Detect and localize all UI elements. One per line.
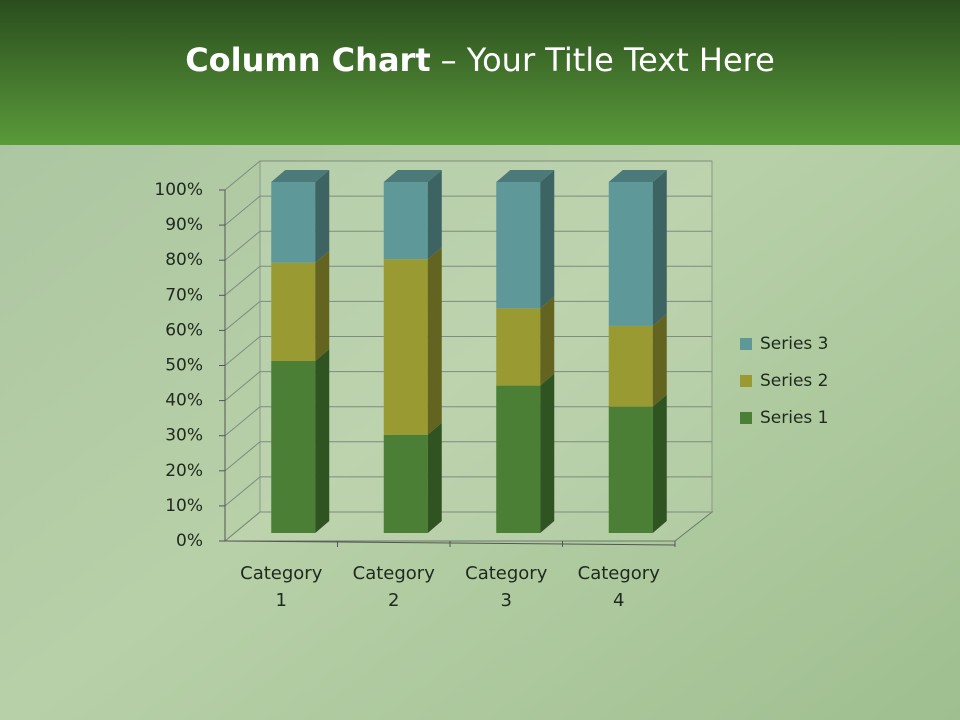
title-rest: – Your Title Text Here <box>441 41 775 79</box>
y-tick-label: 60% <box>165 320 203 340</box>
grid-line <box>224 406 712 437</box>
bar-side <box>315 250 330 362</box>
y-tick-label: 20% <box>165 461 203 481</box>
bar-side <box>427 170 442 260</box>
bar-stack <box>271 170 330 533</box>
x-tick-label: Category <box>465 563 548 584</box>
y-tick-label: 0% <box>176 531 203 551</box>
bar-segment <box>271 361 316 533</box>
bar-side <box>540 296 555 386</box>
bar-side <box>540 170 555 309</box>
title-bold: Column Chart <box>185 41 430 79</box>
bar-top <box>383 170 442 182</box>
x-tick-label: Category <box>578 563 661 584</box>
grid-line <box>224 441 712 472</box>
legend-label: Series 2 <box>760 371 829 391</box>
grid-line <box>224 371 712 401</box>
bar-segment <box>496 182 541 309</box>
bar-side <box>427 422 442 533</box>
title: Column Chart – Your Title Text Here <box>185 41 775 79</box>
x-tick-label: Category <box>353 563 436 584</box>
x-tick-label: 3 <box>501 590 512 611</box>
bar-side <box>315 170 330 263</box>
legend-swatch <box>740 375 752 387</box>
grid-line <box>224 160 712 191</box>
x-tick-label: 4 <box>613 590 624 611</box>
grid-line <box>224 300 712 331</box>
bar-segment <box>608 182 653 326</box>
bar-side <box>540 373 555 533</box>
bar-top <box>271 170 330 182</box>
legend-label: Series 3 <box>760 334 829 354</box>
bar-top <box>496 170 555 182</box>
y-tick-label: 40% <box>165 391 203 411</box>
y-tick-label: 90% <box>165 215 203 235</box>
bar-segment <box>271 182 316 263</box>
header-bar <box>0 0 960 145</box>
grid-line <box>224 230 712 261</box>
bar-segment <box>271 262 316 362</box>
bar-side <box>652 170 667 326</box>
bar-segment <box>608 406 653 533</box>
grid-line <box>224 476 712 507</box>
y-tick-label: 80% <box>165 250 203 270</box>
x-tick-label: 1 <box>276 590 287 611</box>
bar-stack <box>383 170 442 533</box>
bar-segment <box>608 325 653 407</box>
legend-swatch <box>740 412 752 424</box>
y-tick-label: 100% <box>154 180 203 200</box>
y-tick-label: 50% <box>165 356 203 376</box>
x-tick-label: Category <box>240 563 323 584</box>
bar-segment <box>496 385 541 533</box>
bar-side <box>652 394 667 533</box>
bar-top <box>608 170 667 182</box>
bar-stack <box>608 170 667 533</box>
y-tick-label: 30% <box>165 426 203 446</box>
x-tick-label: 2 <box>388 590 399 611</box>
bar-side <box>652 313 667 407</box>
grid-line <box>224 195 712 226</box>
bar-stack <box>496 170 555 533</box>
bar-segment <box>383 434 428 533</box>
y-tick-label: 70% <box>165 285 203 305</box>
grid-line <box>224 265 712 296</box>
grid-line <box>224 336 712 366</box>
bar-segment <box>383 259 428 435</box>
bar-segment <box>383 182 428 260</box>
bar-side <box>427 247 442 435</box>
legend-swatch <box>740 338 752 350</box>
legend-label: Series 1 <box>760 408 829 428</box>
grid-line <box>224 511 712 542</box>
y-tick-label: 10% <box>165 496 203 516</box>
bar-segment <box>496 308 541 386</box>
bar-side <box>315 349 330 533</box>
